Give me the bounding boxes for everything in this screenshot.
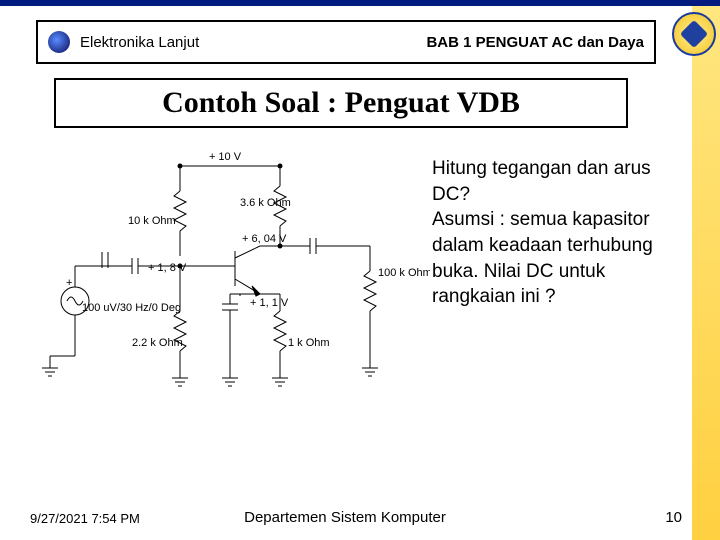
label-r1: 10 k Ohm: [128, 215, 176, 227]
decorative-stripe: [692, 6, 720, 540]
university-logo: [672, 12, 716, 56]
label-source: 100 uV/30 Hz/0 Deg: [82, 302, 181, 314]
label-vc: + 6, 04 V: [242, 233, 287, 245]
title-box: Contoh Soal : Penguat VDB: [54, 78, 628, 128]
label-re: 1 k Ohm: [288, 337, 330, 349]
header-icon: [48, 31, 70, 53]
question-content: Hitung tegangan dan arus DC?Asumsi : sem…: [432, 158, 653, 307]
footer-department: Departemen Sistem Komputer: [0, 509, 690, 526]
label-rc: 3.6 k Ohm: [240, 197, 291, 209]
slide-title: Contoh Soal : Penguat VDB: [162, 86, 520, 120]
label-vb: + 1, 8 V: [148, 262, 187, 274]
label-r2: 2.2 k Ohm: [132, 337, 183, 349]
svg-text:+: +: [66, 277, 72, 289]
label-supply: + 10 V: [209, 151, 242, 163]
header-left: Elektronika Lanjut: [80, 34, 426, 51]
label-rl: 100 k Ohm: [378, 267, 430, 279]
header-box: Elektronika Lanjut BAB 1 PENGUAT AC dan …: [36, 20, 656, 64]
label-ve: + 1, 1 V: [250, 297, 289, 309]
circuit-diagram: + 10 V 10 k Ohm 3.6 k Ohm + 1, 8 V: [20, 146, 430, 426]
header-right: BAB 1 PENGUAT AC dan Daya: [426, 34, 644, 51]
footer-page: 10: [665, 509, 682, 526]
question-text: Hitung tegangan dan arus DC?Asumsi : sem…: [432, 156, 682, 310]
